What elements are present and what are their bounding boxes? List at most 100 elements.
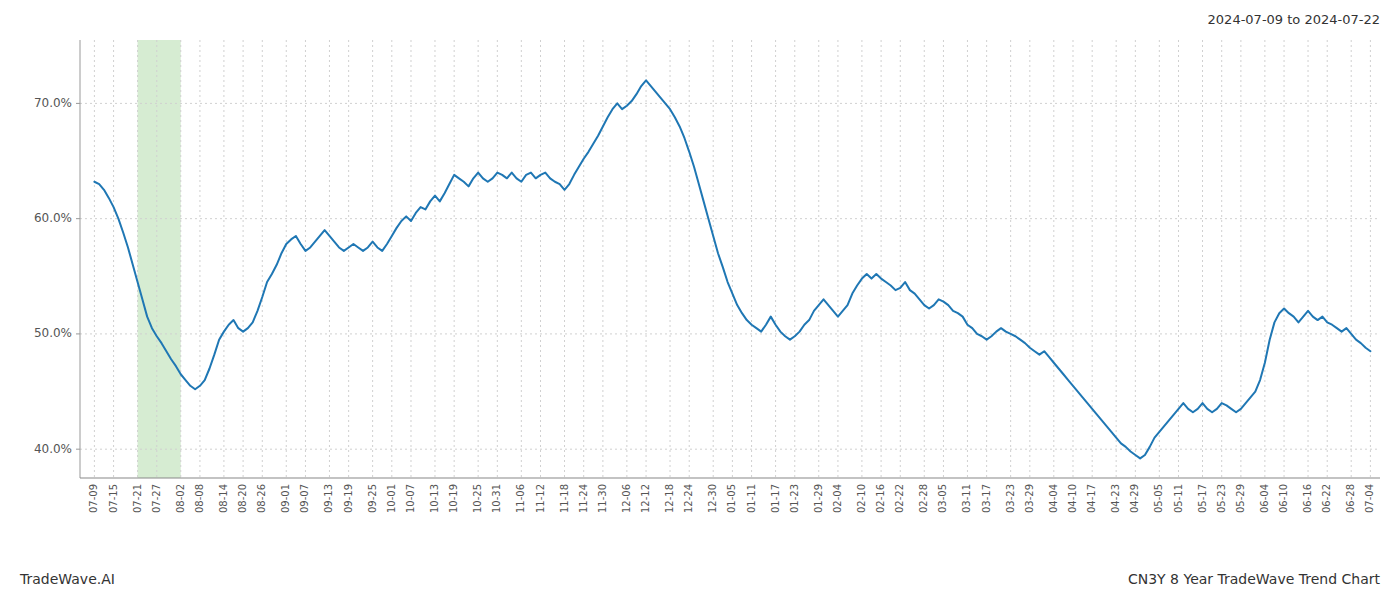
y-tick <box>76 218 80 219</box>
x-tick-label: 02-16 <box>875 484 886 513</box>
annotation: TradeWave.AI <box>19 571 115 587</box>
x-tick-label: 09-19 <box>343 484 354 513</box>
chart-container: 40.0%50.0%60.0%70.0%07-0907-1507-2107-27… <box>0 0 1400 600</box>
x-tick-label: 05-17 <box>1197 484 1208 513</box>
x-tick-label: 10-01 <box>386 484 397 513</box>
x-tick-label: 03-29 <box>1024 484 1035 513</box>
x-grid-line <box>1327 40 1328 478</box>
x-grid-line <box>348 40 349 478</box>
x-tick-label: 06-04 <box>1259 484 1270 513</box>
x-tick-label: 09-13 <box>323 484 334 513</box>
x-grid-line <box>794 40 795 478</box>
y-tick-label: 70.0% <box>34 96 72 110</box>
x-tick-label: 10-07 <box>405 484 416 513</box>
x-grid-line <box>372 40 373 478</box>
x-tick-label: 01-05 <box>726 484 737 513</box>
x-grid-line <box>751 40 752 478</box>
x-grid-line <box>1135 40 1136 478</box>
x-tick-label: 08-02 <box>175 484 186 513</box>
x-tick-label: 05-05 <box>1153 484 1164 513</box>
x-grid-line <box>1159 40 1160 478</box>
x-tick-label: 12-30 <box>707 484 718 513</box>
x-grid-line <box>1092 40 1093 478</box>
y-ticks: 40.0%50.0%60.0%70.0% <box>34 96 80 456</box>
x-tick-label: 11-18 <box>559 484 570 513</box>
x-tick-label: 05-23 <box>1216 484 1227 513</box>
x-grid-line <box>1053 40 1054 478</box>
x-tick-label: 10-25 <box>472 484 483 513</box>
x-tick-label: 11-24 <box>578 484 589 513</box>
x-grid-line <box>900 40 901 478</box>
x-grid-line <box>521 40 522 478</box>
x-grid-line <box>1351 40 1352 478</box>
x-tick-label: 07-09 <box>88 484 99 513</box>
x-tick-label: 04-23 <box>1110 484 1121 513</box>
x-tick-label: 11-06 <box>515 484 526 513</box>
x-tick-label: 04-04 <box>1048 484 1059 513</box>
x-grid-line <box>602 40 603 478</box>
x-grid-line <box>478 40 479 478</box>
x-grid-line <box>243 40 244 478</box>
x-grid-line <box>967 40 968 478</box>
x-tick-label: 05-29 <box>1235 484 1246 513</box>
x-tick-label: 06-28 <box>1345 484 1356 513</box>
y-tick-label: 40.0% <box>34 442 72 456</box>
x-grid-line <box>1264 40 1265 478</box>
x-tick-label: 07-21 <box>132 484 143 513</box>
x-tick-label: 02-04 <box>832 484 843 513</box>
x-grid-line <box>410 40 411 478</box>
x-tick-label: 12-24 <box>683 484 694 513</box>
x-grid-line <box>94 40 95 478</box>
x-grid-line <box>943 40 944 478</box>
x-tick-label: 12-06 <box>621 484 632 513</box>
axes <box>80 40 1380 478</box>
highlight-region <box>138 40 181 478</box>
x-tick-label: 09-01 <box>280 484 291 513</box>
x-grid-line <box>732 40 733 478</box>
x-tick-label: 04-29 <box>1129 484 1140 513</box>
x-grid-line <box>137 40 138 478</box>
y-tick <box>76 333 80 334</box>
x-grid-line <box>199 40 200 478</box>
x-grid-line <box>305 40 306 478</box>
x-grid-line <box>1116 40 1117 478</box>
x-tick-label: 07-04 <box>1364 484 1375 513</box>
x-grid-line <box>454 40 455 478</box>
x-tick-label: 12-18 <box>664 484 675 513</box>
x-tick-label: 03-11 <box>961 484 972 513</box>
x-grid-line <box>223 40 224 478</box>
x-tick-label: 01-29 <box>813 484 824 513</box>
x-grid-line <box>689 40 690 478</box>
x-grid-line <box>1010 40 1011 478</box>
y-grid-line <box>80 333 1380 334</box>
x-grid-line <box>861 40 862 478</box>
x-tick-label: 02-28 <box>918 484 929 513</box>
x-grid-line <box>391 40 392 478</box>
x-grid-line <box>818 40 819 478</box>
x-tick-label: 10-13 <box>429 484 440 513</box>
x-grid-line <box>113 40 114 478</box>
y-tick <box>76 449 80 450</box>
x-grid-line <box>1370 40 1371 478</box>
y-grid-line <box>80 218 1380 219</box>
x-tick-label: 12-12 <box>640 484 651 513</box>
y-tick <box>76 103 80 104</box>
x-tick-label: 06-16 <box>1302 484 1313 513</box>
plot-area <box>80 40 1380 478</box>
x-grid-line <box>262 40 263 478</box>
x-grid-line <box>497 40 498 478</box>
x-grid-line <box>1284 40 1285 478</box>
x-grid-line <box>837 40 838 478</box>
y-grid-line <box>80 449 1380 450</box>
x-grid-line <box>1240 40 1241 478</box>
trend-line <box>94 80 1370 458</box>
x-tick-label: 04-17 <box>1086 484 1097 513</box>
x-grid-line <box>881 40 882 478</box>
x-grid-line <box>180 40 181 478</box>
x-grid-line <box>986 40 987 478</box>
x-tick-label: 02-10 <box>856 484 867 513</box>
y-tick-label: 50.0% <box>34 326 72 340</box>
x-grid-line <box>713 40 714 478</box>
x-grid-line <box>924 40 925 478</box>
x-grid-line <box>540 40 541 478</box>
